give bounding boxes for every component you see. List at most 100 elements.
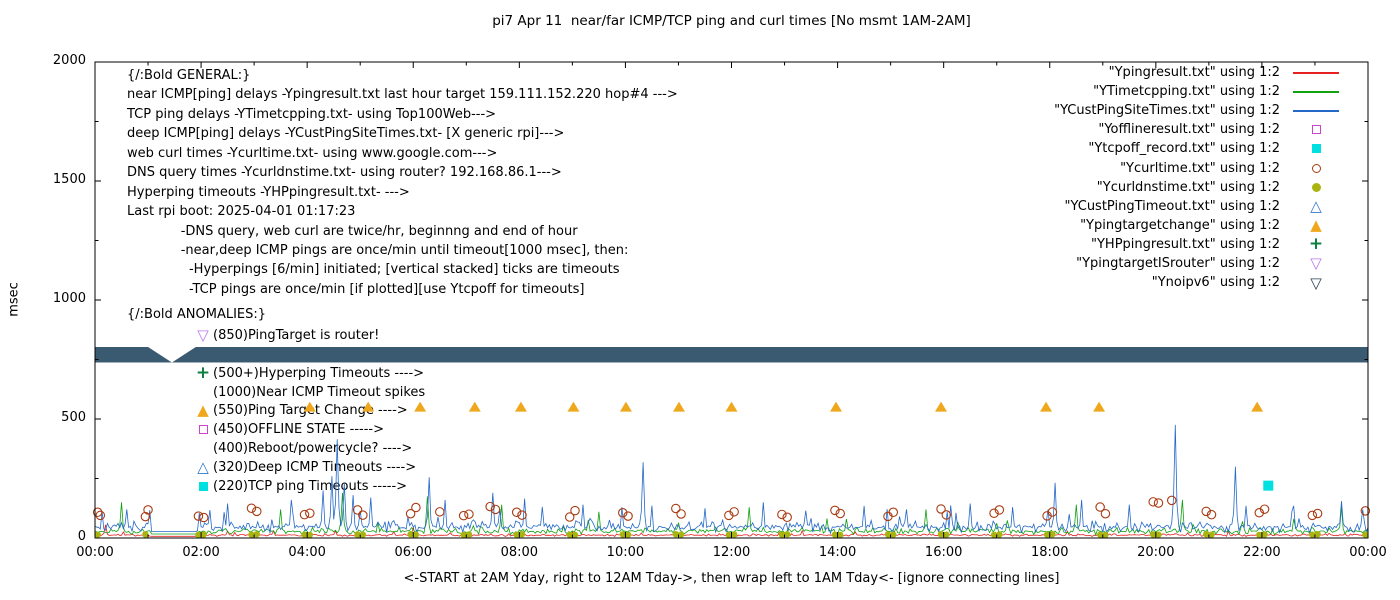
legend-label: "YTimetcpping.txt" using 1:2: [1093, 84, 1280, 100]
legend-label: "Ycurltime.txt" using 1:2: [1120, 160, 1280, 176]
general-annotation-block: {/:Bold GENERAL:} near ICMP[ping] delays …: [127, 66, 678, 299]
general-text-line: -near,deep ICMP pings are once/min until…: [127, 242, 629, 258]
series-line-Ypingresult.txt: [94, 524, 1369, 538]
general-text-line: -TCP pings are once/min [if plotted][use…: [127, 281, 585, 297]
legend-label: "Ynoipv6" using 1:2: [1151, 275, 1280, 291]
general-text-line: TCP ping delays -YTimetcpping.txt- using…: [127, 106, 497, 122]
marker-shape: [1311, 182, 1321, 192]
legend-sample-plus: +: [1308, 234, 1324, 255]
general-text-line: Hyperping timeouts -YHPpingresult.txt- -…: [127, 184, 410, 200]
x-tick-label: 10:00: [606, 545, 645, 560]
anomaly-item: (400)Reboot/powercycle? ---->: [193, 439, 412, 457]
anomaly-item: ▲ (550)Ping Target Change ---->: [193, 401, 408, 419]
noipv6-band: [95, 347, 1368, 363]
marker-shape: [198, 424, 208, 434]
legend-sample-triangle-down-open: ▽: [1310, 254, 1322, 273]
anomaly-item: ▽ (850)PingTarget is router!: [193, 326, 379, 344]
general-text-line: DNS query times -Ycurldnstime.txt- using…: [127, 165, 562, 181]
legend-sample-open-square: [1280, 125, 1352, 135]
legend-sample-filled-circle: [1280, 182, 1352, 192]
y-axis-label: msec: [6, 282, 22, 317]
x-tick-label: 02:00: [182, 545, 220, 560]
triangle-up-open-icon: △: [197, 458, 209, 476]
general-text-line: Last rpi boot: 2025-04-01 01:17:23: [127, 204, 356, 220]
legend-sample-line: [1280, 71, 1352, 74]
anomaly-label: (500+)Hyperping Timeouts ---->: [213, 365, 425, 381]
legend-label: "YCustPingSiteTimes.txt" using 1:2: [1054, 103, 1280, 119]
legend-label: "Ytcpoff_record.txt" using 1:2: [1088, 141, 1280, 157]
x-tick-label: 00:00: [76, 545, 114, 560]
legend-row: "Ytcpoff_record.txt" using 1:2: [978, 139, 1352, 158]
x-tick-label: 12:00: [712, 545, 751, 560]
series-line-YTimetcpping.txt: [94, 492, 1369, 537]
page-title: pi7 Apr 11 near/far ICMP/TCP ping and cu…: [492, 13, 971, 29]
legend-label: "Ypingresult.txt" using 1:2: [1108, 65, 1280, 81]
x-axis-label: <-START at 2AM Yday, right to 12AM Tday-…: [403, 571, 1060, 586]
legend-label: "Ycurldnstime.txt" using 1:2: [1096, 179, 1280, 195]
x-tick-label: 04:00: [288, 545, 326, 560]
legend-sample-line: [1280, 90, 1352, 93]
legend-row: "Ypingtargetchange" using 1:2 ▲: [978, 216, 1352, 235]
marker-shape: [1293, 109, 1339, 112]
legend-row: "YCustPingTimeout.txt" using 1:2 △: [978, 197, 1352, 216]
x-tick-label: 18:00: [1031, 545, 1069, 560]
anomaly-item: (1000)Near ICMP Timeout spikes: [193, 383, 425, 401]
y-tick-label: 1000: [52, 291, 86, 306]
anomaly-item: △ (320)Deep ICMP Timeouts ---->: [193, 458, 416, 476]
legend: "Ypingresult.txt" using 1:2 "YTimetcpping…: [978, 63, 1352, 292]
marker-shape: [1311, 144, 1321, 154]
marker-shape: [198, 481, 208, 491]
x-tick-label: 14:00: [818, 545, 857, 560]
anomaly-item: (220)TCP ping Timeouts ----->: [193, 477, 407, 495]
general-text-line: web curl times -Ycurltime.txt- using www…: [127, 145, 498, 161]
legend-row: "Yofflineresult.txt" using 1:2: [978, 120, 1352, 139]
general-text-line: deep ICMP[ping] delays -YCustPingSiteTim…: [127, 126, 565, 142]
open-square-icon: [193, 424, 213, 434]
marker-shape: [1311, 125, 1321, 135]
anomaly-label: (400)Reboot/powercycle? ---->: [213, 440, 413, 456]
legend-row: "Ycurltime.txt" using 1:2: [978, 158, 1352, 177]
anomaly-label: (1000)Near ICMP Timeout spikes: [213, 384, 426, 400]
legend-sample-filled-square: [1280, 144, 1352, 154]
legend-sample-line: [1280, 109, 1352, 112]
general-text-line: {/:Bold GENERAL:}: [127, 68, 251, 83]
x-tick-label: 00:00: [1349, 545, 1387, 560]
legend-label: "YpingtargetISrouter" using 1:2: [1076, 255, 1280, 271]
legend-label: "Yofflineresult.txt" using 1:2: [1098, 122, 1280, 138]
legend-sample-triangle-down-open: ▽: [1310, 273, 1322, 292]
anomalies-header: {/:Bold ANOMALIES:}: [127, 307, 267, 322]
anomaly-item: + (500+)Hyperping Timeouts ---->: [193, 364, 424, 382]
triangle-down-open-icon: ▽: [197, 326, 209, 344]
y-tick-label: 500: [61, 410, 86, 425]
legend-row: "YHPpingresult.txt" using 1:2 +: [978, 235, 1352, 254]
legend-sample-triangle-up-filled: ▲: [1310, 216, 1322, 235]
y-tick-label: 0: [77, 529, 86, 544]
y-tick-label: 1500: [52, 172, 86, 187]
general-text-line: near ICMP[ping] delays -Ypingresult.txt …: [127, 87, 678, 103]
x-tick-label: 22:00: [1243, 545, 1281, 560]
general-text-line: -Hyperpings [6/min] initiated; [vertical…: [127, 262, 620, 278]
legend-row: "Ycurldnstime.txt" using 1:2: [978, 178, 1352, 197]
anomaly-label: (850)PingTarget is router!: [213, 327, 380, 343]
x-tick-label: 20:00: [1137, 545, 1175, 560]
marker-shape: [1311, 163, 1321, 173]
legend-sample-triangle-up-open: △: [1310, 197, 1322, 216]
legend-label: "YHPpingresult.txt" using 1:2: [1091, 236, 1280, 252]
anomaly-item: (450)OFFLINE STATE ----->: [193, 420, 384, 438]
anomaly-label: (220)TCP ping Timeouts ----->: [213, 478, 408, 494]
x-tick-label: 16:00: [924, 545, 963, 560]
y-tick-label: 2000: [52, 53, 86, 68]
anomaly-label: (550)Ping Target Change ---->: [213, 402, 408, 418]
legend-label: "Ypingtargetchange" using 1:2: [1080, 217, 1280, 233]
anomaly-label: (320)Deep ICMP Timeouts ---->: [213, 459, 417, 475]
triangle-up-filled-icon: ▲: [197, 401, 209, 419]
general-text-line: -DNS query, web curl are twice/hr, begin…: [127, 223, 578, 239]
x-tick-label: 08:00: [500, 545, 539, 560]
legend-sample-open-circle: [1280, 163, 1352, 173]
legend-row: "YpingtargetISrouter" using 1:2 ▽: [978, 254, 1352, 273]
x-tick-label: 06:00: [394, 545, 432, 560]
marker-shape: [1293, 90, 1339, 93]
legend-label: "YCustPingTimeout.txt" using 1:2: [1064, 198, 1280, 214]
marker-shape: [1293, 71, 1339, 74]
